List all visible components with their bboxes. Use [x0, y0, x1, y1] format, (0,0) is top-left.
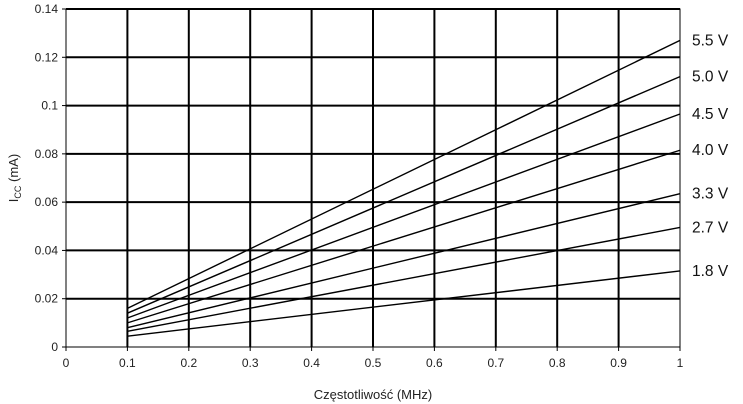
- series-lines: [127, 39, 681, 337]
- x-tick-label: 0.4: [303, 356, 320, 370]
- x-tick-label: 0.5: [365, 356, 382, 370]
- y-axis-title: ICC (mA): [6, 154, 23, 202]
- x-tick-label: 0.1: [119, 356, 136, 370]
- y-tick-label: 0: [51, 340, 58, 354]
- series-line: [127, 193, 681, 329]
- y-tick-label: 0.14: [35, 2, 59, 16]
- x-tick-labels: 0 0.1 0.2 0.3 0.4 0.5 0.6 0.7 0.8 0.9 1: [63, 356, 684, 370]
- x-tick-label: 0.6: [426, 356, 443, 370]
- x-tick-label: 0.3: [242, 356, 259, 370]
- series-label: 2.7 V: [692, 219, 729, 236]
- series-line: [127, 113, 681, 319]
- x-tick-label: 1: [677, 356, 684, 370]
- series-label: 5.5 V: [692, 32, 729, 49]
- y-tick-label: 0.02: [35, 292, 59, 306]
- y-tick-label: 0.06: [35, 195, 59, 209]
- series-line: [127, 75, 681, 314]
- x-tick-label: 0: [63, 356, 70, 370]
- y-axis-title-main: I: [6, 199, 21, 203]
- series-line: [127, 149, 681, 324]
- series-label: 4.5 V: [692, 106, 729, 123]
- series-label: 1.8 V: [692, 263, 729, 280]
- x-tick-label: 0.8: [549, 356, 566, 370]
- series-line: [127, 39, 681, 310]
- x-tick-label: 0.2: [180, 356, 197, 370]
- series-label: 3.3 V: [692, 186, 729, 203]
- series-line: [127, 270, 681, 337]
- series-labels: 5.5 V 5.0 V 4.5 V 4.0 V 3.3 V 2.7 V 1.8 V: [692, 32, 729, 280]
- y-tick-label: 0.1: [41, 99, 58, 113]
- y-tick-label: 0.04: [35, 243, 59, 257]
- series-label: 4.0 V: [692, 142, 729, 159]
- gridlines: [62, 8, 681, 351]
- y-tick-label: 0.12: [35, 50, 59, 64]
- series-line: [127, 226, 681, 332]
- y-axis-title-sub: CC: [13, 185, 23, 198]
- y-tick-labels: 0 0.02 0.04 0.06 0.08 0.1 0.12 0.14: [35, 2, 59, 354]
- x-axis-title: Częstotliwość (MHz): [314, 387, 432, 402]
- y-axis-title-rest: (mA): [6, 154, 21, 186]
- x-tick-label: 0.7: [487, 356, 504, 370]
- y-tick-label: 0.08: [35, 147, 59, 161]
- series-label: 5.0 V: [692, 69, 729, 86]
- x-tick-label: 0.9: [610, 356, 627, 370]
